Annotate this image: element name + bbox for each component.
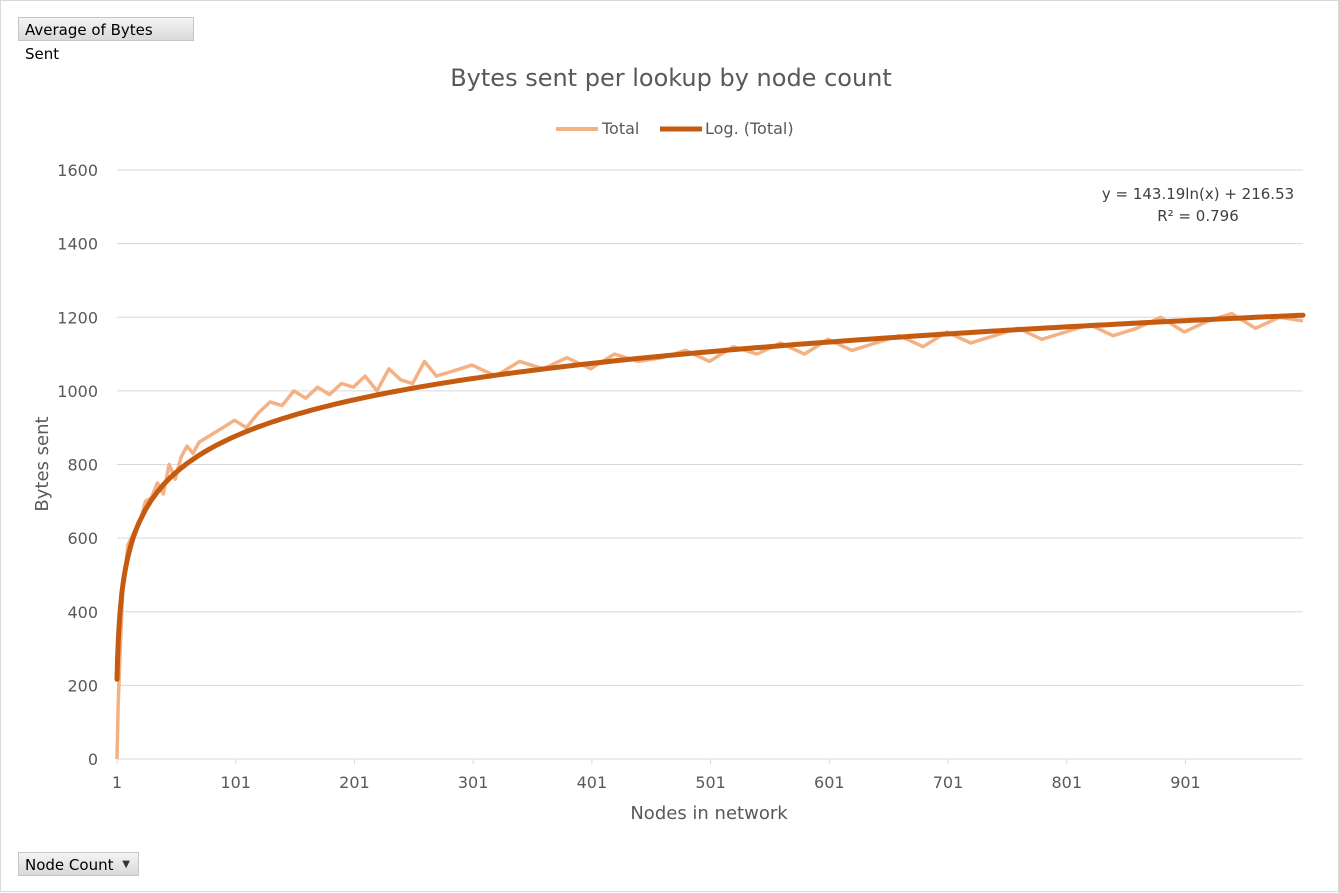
x-tick-label: 901 xyxy=(1170,773,1201,792)
axis-field-button[interactable]: Node Count ▼ xyxy=(18,852,139,876)
y-tick-label: 400 xyxy=(67,603,98,622)
legend: Total Log. (Total) xyxy=(556,119,794,138)
x-tick-label: 501 xyxy=(695,773,726,792)
x-tick-label: 101 xyxy=(220,773,251,792)
y-tick-label: 600 xyxy=(67,529,98,548)
chevron-down-icon: ▼ xyxy=(122,859,130,870)
y-tick-label: 1600 xyxy=(57,161,98,180)
x-tick-label: 401 xyxy=(577,773,608,792)
values-field-button[interactable]: Average of Bytes Sent xyxy=(18,17,194,63)
x-axis-tick-labels: 1 101 201 301 401 501 601 701 801 901 xyxy=(112,773,1201,792)
legend-label-total: Total xyxy=(601,119,639,138)
chart-title: Bytes sent per lookup by node count xyxy=(450,64,892,92)
values-field-label: Average of Bytes Sent xyxy=(25,21,153,63)
series-trendline xyxy=(114,312,1306,682)
series-layer xyxy=(114,311,1306,760)
y-tick-label: 800 xyxy=(67,456,98,475)
x-tick-label: 801 xyxy=(1051,773,1082,792)
axis-field-label: Node Count xyxy=(25,856,114,874)
series-total-line xyxy=(115,311,1304,760)
gridlines xyxy=(116,169,1303,764)
legend-label-trendline: Log. (Total) xyxy=(705,119,794,138)
y-tick-label: 200 xyxy=(67,676,98,695)
trendline-r-squared: R² = 0.796 xyxy=(1157,207,1238,225)
y-axis-title: Bytes sent xyxy=(32,416,53,511)
x-axis-title: Nodes in network xyxy=(630,803,788,824)
y-tick-label: 1200 xyxy=(57,308,98,327)
x-tick-label: 301 xyxy=(458,773,489,792)
trendline-equation: y = 143.19ln(x) + 216.53 xyxy=(1102,185,1294,203)
x-tick-label: 201 xyxy=(339,773,370,792)
y-tick-label: 0 xyxy=(88,750,98,769)
y-axis-tick-labels: 0 200 400 600 800 1000 1200 1400 1600 xyxy=(57,161,98,769)
x-tick-label: 601 xyxy=(814,773,845,792)
x-tick-label: 1 xyxy=(112,773,122,792)
y-tick-label: 1400 xyxy=(57,235,98,254)
x-tick-label: 701 xyxy=(933,773,964,792)
y-tick-label: 1000 xyxy=(57,382,98,401)
